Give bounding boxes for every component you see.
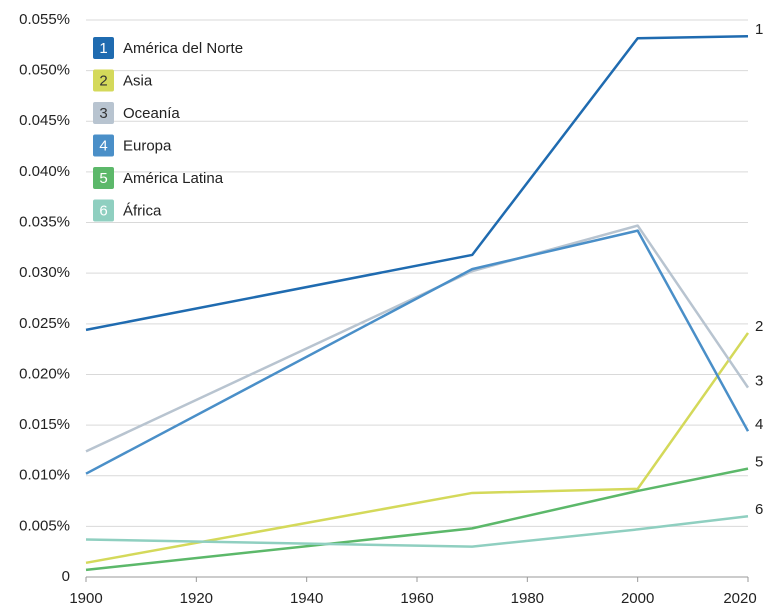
- end-label: 1: [755, 21, 763, 38]
- y-tick-label: 0.030%: [19, 264, 70, 281]
- y-tick-label: 0.045%: [19, 112, 70, 129]
- y-tick-label: 0.050%: [19, 62, 70, 79]
- y-tick-label: 0: [62, 568, 70, 585]
- x-tick-label: 2020: [723, 590, 756, 607]
- legend-label: África: [123, 202, 162, 219]
- legend-label: Asia: [123, 72, 153, 89]
- legend-swatch: [93, 102, 114, 124]
- legend-label: América del Norte: [123, 40, 243, 57]
- y-tick-label: 0.005%: [19, 517, 70, 534]
- x-tick-label: 2000: [621, 590, 654, 607]
- line: [85, 229, 750, 475]
- line: [85, 332, 750, 565]
- y-tick-label: 0.010%: [19, 467, 70, 484]
- end-label: 2: [755, 318, 763, 335]
- legend-swatch: [93, 134, 114, 157]
- x-tick-label: 1960: [400, 590, 433, 607]
- x-tick-label: 1940: [290, 590, 323, 607]
- legend-label: América Latina: [123, 170, 224, 187]
- legend-label: Europa: [123, 137, 172, 154]
- legend-swatch: [93, 167, 114, 189]
- legend-swatch: [93, 37, 114, 59]
- legend-swatch: [93, 69, 114, 92]
- y-tick-label: 0.020%: [19, 365, 70, 382]
- y-tick-label: 0.035%: [19, 214, 70, 231]
- legend-key: 2: [99, 72, 107, 89]
- legend-key: 6: [99, 202, 107, 219]
- end-label: 6: [755, 501, 763, 518]
- line: [85, 224, 750, 453]
- y-tick-label: 0.040%: [19, 163, 70, 180]
- line: [85, 514, 749, 548]
- legend-key: 1: [99, 40, 107, 57]
- legend-key: 4: [99, 137, 107, 154]
- end-label: 5: [755, 454, 763, 471]
- legend-label: Oceanía: [123, 105, 180, 122]
- end-label: 4: [755, 416, 763, 433]
- x-tick-label: 1920: [180, 590, 213, 607]
- line: [85, 34, 749, 332]
- line: [85, 467, 749, 572]
- end-label: 3: [755, 373, 763, 390]
- x-tick-label: 1900: [69, 590, 102, 607]
- legend-key: 5: [99, 170, 107, 187]
- y-tick-label: 0.015%: [19, 416, 70, 433]
- y-tick-label: 0.055%: [19, 11, 70, 28]
- legend-swatch: [93, 199, 114, 222]
- y-tick-label: 0.025%: [19, 315, 70, 332]
- legend-key: 3: [99, 105, 107, 122]
- x-tick-label: 1980: [511, 590, 544, 607]
